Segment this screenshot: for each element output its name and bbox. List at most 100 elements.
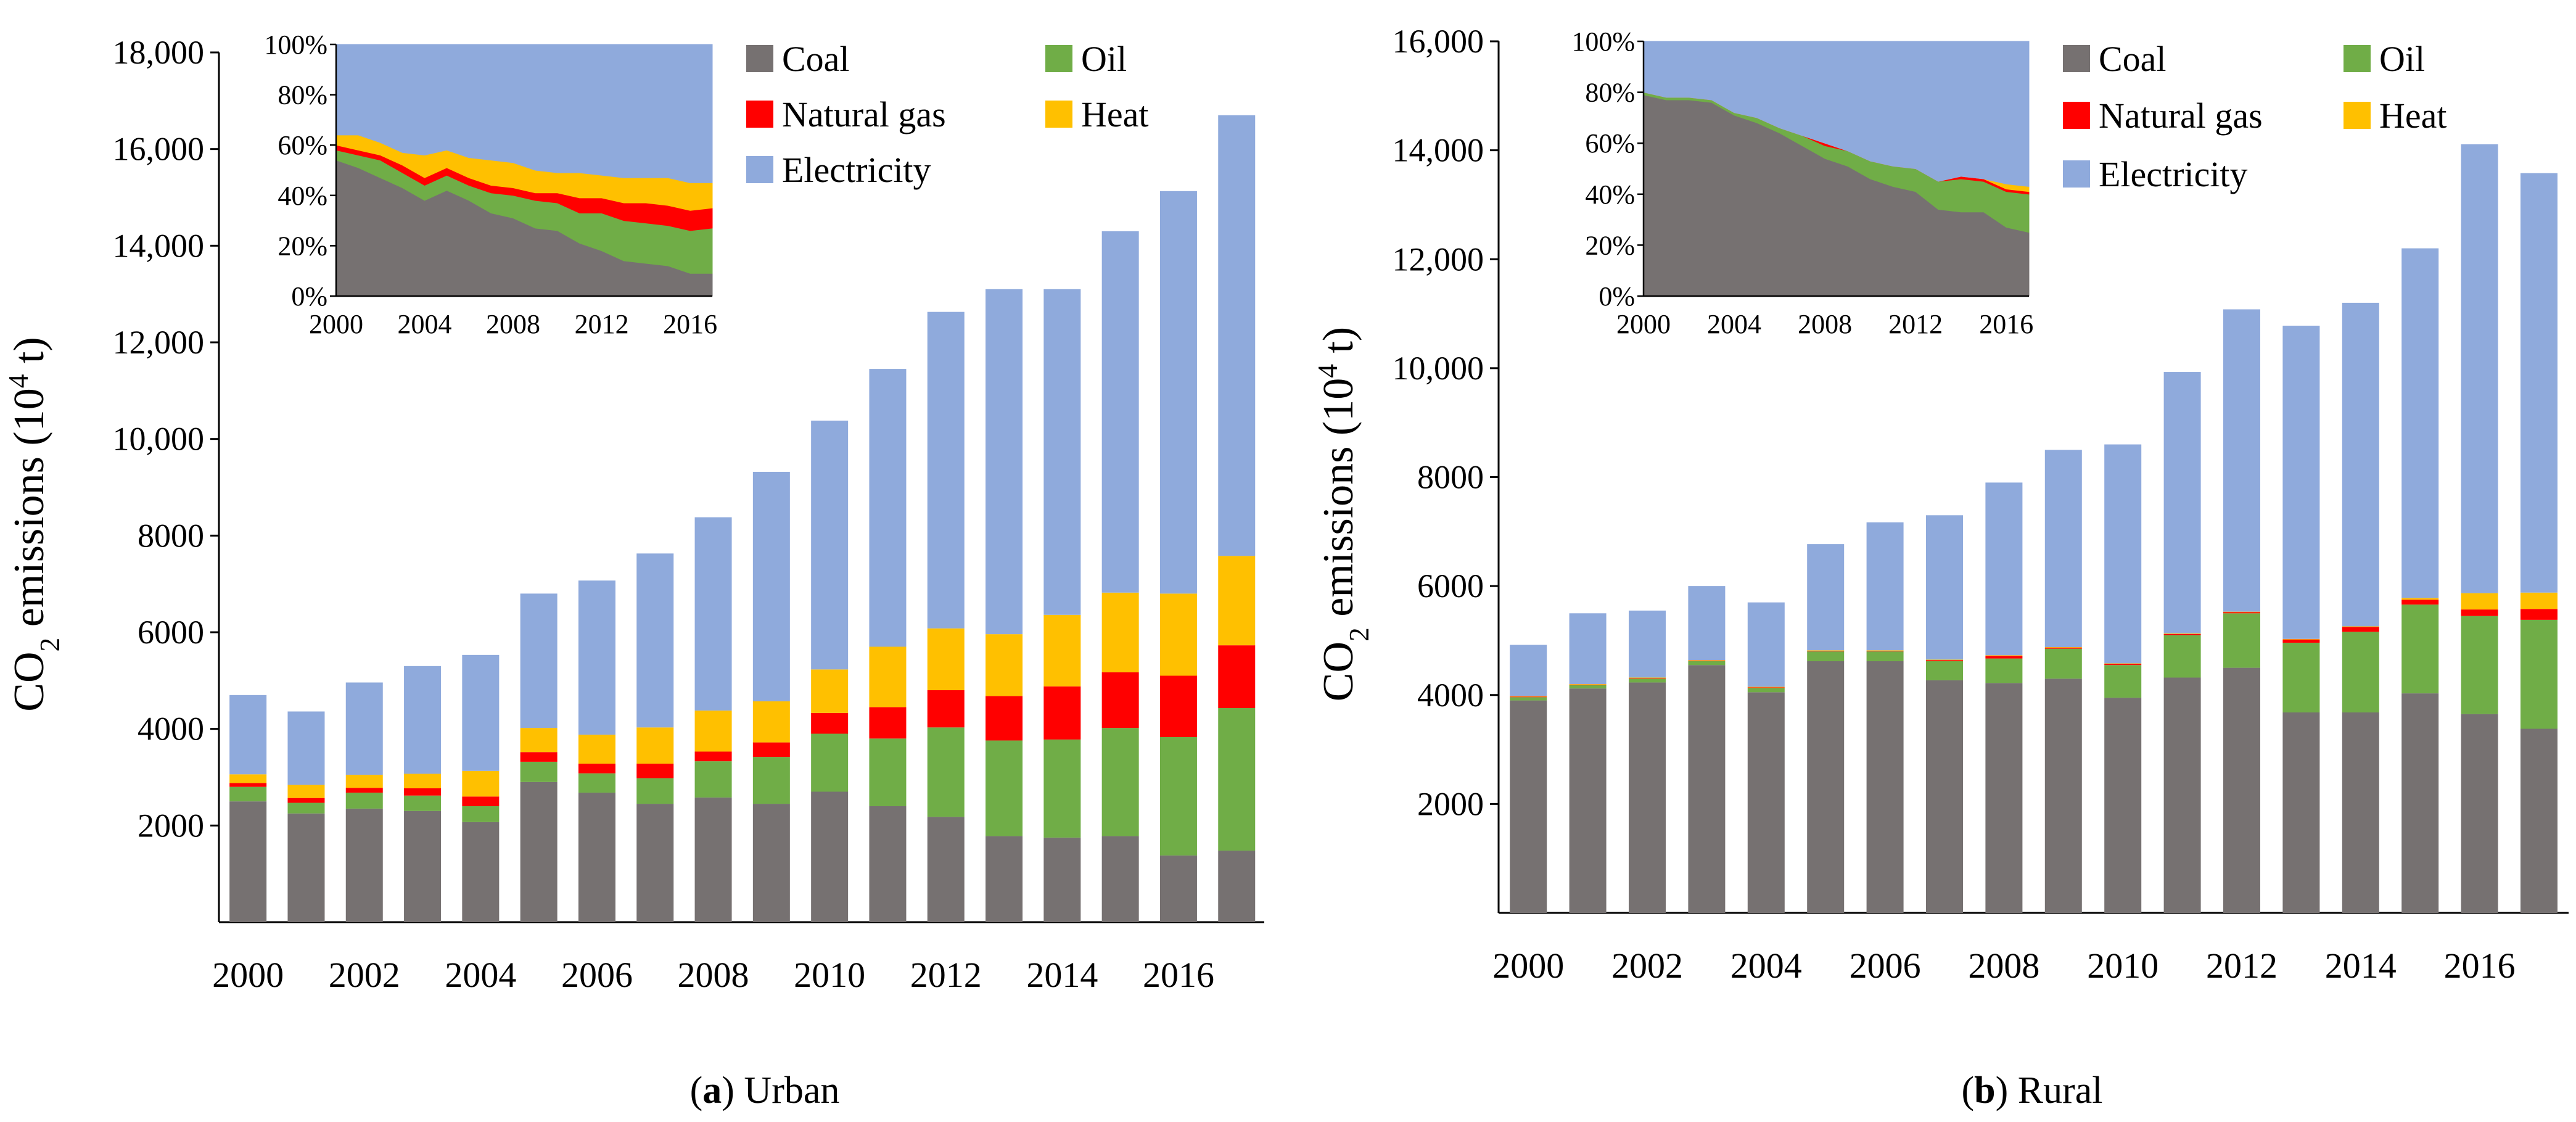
bar-coal-2005 [520,782,558,922]
bar-electricity-2013 [2282,325,2320,639]
legend-swatch-heat [2344,102,2371,129]
inset-area-electricity [335,44,713,183]
x-tick-label: 2010 [794,955,865,995]
bar-coal-2016 [1159,855,1197,922]
bar-oil-2002 [1629,679,1666,683]
bars [229,115,1256,922]
y-tick-label: 2000 [138,807,204,844]
bar-electricity-2009 [752,471,790,702]
bar-coal-2016 [2461,714,2498,913]
inset-x-tick-label: 2016 [1979,309,2033,339]
bar-coal-2013 [986,836,1023,922]
inset-x-tick-label: 2004 [1707,309,1761,339]
x-tick-label: 2000 [1492,946,1564,986]
bar-heat-2004 [462,770,500,797]
inset-y-tick-label: 100% [264,30,327,60]
inset-y-tick-label: 100% [1571,27,1635,57]
bar-oil-2004 [462,806,500,822]
bar-heat-2016 [1159,593,1197,676]
panel-rural: 2000 4000 6000 8000 10,000 12,000 14,000 16,000… [1312,23,2569,1112]
bar-coal-2008 [1985,683,2023,913]
legend-swatch-heat [1045,101,1072,128]
bar-heat-2001 [287,785,325,798]
x-tick-label: 2012 [2206,946,2278,986]
bar-coal-2003 [1688,665,1726,913]
bar-electricity-2005 [1807,544,1845,651]
legend-swatch-natural-gas [2063,102,2090,129]
bar-coal-2014 [1043,837,1081,922]
bar-coal-2007 [1926,680,1963,913]
bar-oil-2008 [694,761,732,798]
inset-x-tick-label: 2012 [1888,309,1943,339]
bar-heat-2015 [2401,598,2439,600]
bar-heat-2013 [2282,638,2320,640]
bar-coal-2017 [2520,728,2557,913]
bar-heat-2002 [1629,677,1666,679]
inset-y-tick-label: 60% [278,130,327,160]
bar-oil-2013 [986,740,1023,836]
y-tick-label: 8000 [138,517,204,554]
bar-heat-2003 [404,773,442,789]
bar-coal-2007 [636,804,674,922]
bar-oil-2015 [2401,604,2439,694]
inset-area-chart: 0% 20% 40% 60% 80% 100% 2000 2004 2008 2012 2016 [1571,27,2033,339]
y-tick-label: 12,000 [1393,241,1484,278]
bar-electricity-2000 [1510,645,1547,696]
bar-natural-gas-2016 [2461,609,2498,616]
bar-heat-2006 [578,735,615,764]
bar-oil-2016 [1159,736,1197,856]
bar-electricity-2006 [578,580,615,735]
legend: Coal Oil Natural gas Heat Electricity [2063,39,2447,194]
bar-coal-2000 [229,801,267,922]
bar-heat-2003 [1688,660,1726,661]
y-tick-label: 6000 [138,614,204,651]
bar-heat-2011 [2163,633,2201,634]
bar-electricity-2001 [1569,613,1607,685]
bar-coal-2004 [1747,692,1785,913]
y-tick-label: 6000 [1417,567,1484,604]
bar-natural-gas-2007 [1926,660,1963,661]
bar-electricity-2011 [869,369,907,647]
y-tick-label: 12,000 [113,324,205,361]
x-tick-label: 2014 [2325,946,2397,986]
bar-heat-2014 [1043,614,1081,687]
y-tick-label: 18,000 [113,34,205,71]
bar-electricity-2012 [927,311,965,629]
bar-electricity-2017 [1218,115,1256,556]
bar-coal-2011 [2163,677,2201,913]
y-tick-label: 16,000 [113,131,205,168]
bar-coal-2006 [1866,661,1904,913]
bar-electricity-2009 [2044,450,2082,648]
inset-y-tick-label: 60% [1585,128,1635,159]
bar-electricity-2010 [2104,444,2142,664]
bar-coal-2009 [2044,679,2082,913]
inset-y-tick-label: 80% [278,80,327,110]
bar-coal-2010 [2104,698,2142,913]
bar-natural-gas-2014 [1043,686,1081,740]
inset-y-tick-label: 20% [278,231,327,261]
bar-electricity-2015 [2401,248,2439,598]
bar-oil-2009 [2044,648,2082,679]
legend-swatch-coal [2063,45,2090,72]
bar-heat-2017 [2520,592,2557,609]
bar-oil-2003 [1688,661,1726,666]
bar-oil-2014 [1043,739,1081,838]
bar-coal-2001 [287,813,325,922]
x-tick-label: 2004 [1730,946,1802,986]
bar-oil-2007 [1926,661,1963,680]
y-tick-label: 14,000 [1393,132,1484,169]
bar-coal-2008 [694,797,732,922]
bar-natural-gas-2017 [2520,609,2557,620]
bar-natural-gas-2009 [2044,647,2082,649]
legend-swatch-electricity [746,156,773,183]
bar-natural-gas-2006 [578,764,615,773]
bar-heat-2008 [694,710,732,752]
bar-coal-2012 [927,817,965,922]
bar-coal-2004 [462,822,500,922]
legend-swatch-coal [746,45,773,72]
bar-coal-2005 [1807,661,1845,913]
bars [1510,144,2557,913]
x-tick-label: 2008 [1968,946,2039,986]
bar-heat-2007 [636,727,674,764]
